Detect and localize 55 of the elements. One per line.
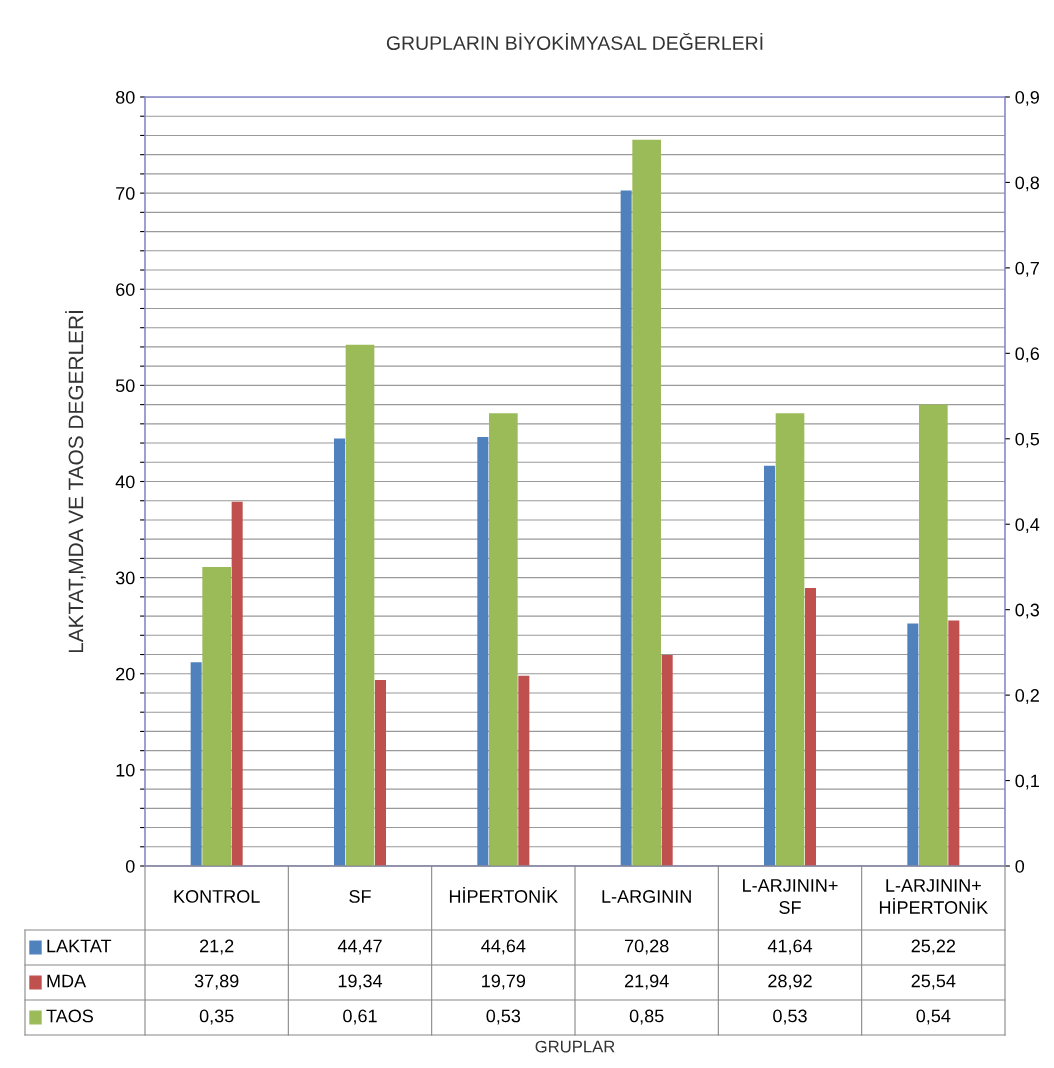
y2-tick-label: 0,7: [1015, 261, 1039, 277]
y2-tick-label: 0,8: [1015, 176, 1040, 192]
data-label: 19,79: [482, 974, 526, 990]
x-tick-label: KONTROL: [174, 890, 260, 903]
y-tick-label: 80: [115, 90, 135, 104]
data-label: 0,61: [343, 1009, 377, 1025]
data-label: 25,22: [911, 939, 956, 955]
data-label: 0,35: [199, 1009, 234, 1025]
y2-tick-label: 0,5: [1015, 432, 1040, 448]
y2-tick-label: 0,3: [1015, 603, 1040, 619]
data-label: 41,64: [767, 939, 813, 955]
y2-tick-label: 0,4: [1015, 518, 1040, 534]
x-tick-label: L-ARJININ+HİPERTONİK: [879, 879, 988, 914]
y-tick-label: 40: [115, 475, 135, 489]
y2-tick-label: 0: [1015, 859, 1025, 873]
data-label: 44,64: [481, 939, 526, 955]
bar: [518, 675, 530, 866]
y2-tick-label: 0,6: [1015, 347, 1040, 363]
data-label: 44,47: [337, 939, 382, 955]
y-tick-label: 10: [116, 763, 135, 777]
y-tick-label: 30: [115, 571, 135, 585]
bar: [948, 620, 960, 866]
x-tick-label: SF: [349, 890, 371, 903]
y2-tick-label: 0,1: [1015, 774, 1039, 790]
data-label: 21,94: [624, 974, 669, 990]
data-label: 28,92: [768, 974, 812, 990]
legend-label: MDA: [47, 974, 87, 988]
y-axis-title: LAKTAT,MDA VE TAOS DEGERLERİ: [65, 311, 86, 653]
data-label: 25,54: [911, 974, 956, 990]
y2-tick-label: 0,9: [1015, 90, 1039, 106]
legend-label: LAKTAT: [47, 939, 112, 953]
data-label: 0,54: [916, 1009, 951, 1025]
x-tick-label: L-ARJININ+SF: [743, 879, 838, 914]
bar: [804, 588, 817, 866]
y-tick-label: 60: [116, 283, 135, 296]
data-label: 70,28: [625, 939, 669, 955]
bar: [661, 655, 673, 866]
y-tick-label: 0: [125, 859, 135, 873]
data-label: 0,53: [486, 1009, 521, 1025]
y-tick-label: 50: [115, 379, 135, 393]
data-label: 21,2: [200, 939, 234, 955]
chart-title: GRUPLARIN BİYOKİMYASAL DEĞERLERİ: [386, 32, 763, 50]
y2-tick-label: 0,2: [1015, 689, 1039, 704]
x-tick-label: HİPERTONİK: [449, 887, 558, 903]
legend-label: TAOS: [46, 1009, 93, 1023]
bar: [374, 680, 387, 866]
data-label: 37,89: [194, 974, 239, 990]
data-label: 0,85: [629, 1009, 664, 1025]
data-label: 19,34: [338, 974, 383, 990]
x-tick-label: L-ARGININ: [602, 890, 691, 903]
y-tick-label: 70: [116, 187, 135, 200]
data-label: 0,53: [773, 1009, 807, 1025]
bar: [907, 623, 919, 866]
text: GRUPLAR: [535, 1040, 615, 1053]
y-tick-label: 20: [116, 667, 135, 681]
